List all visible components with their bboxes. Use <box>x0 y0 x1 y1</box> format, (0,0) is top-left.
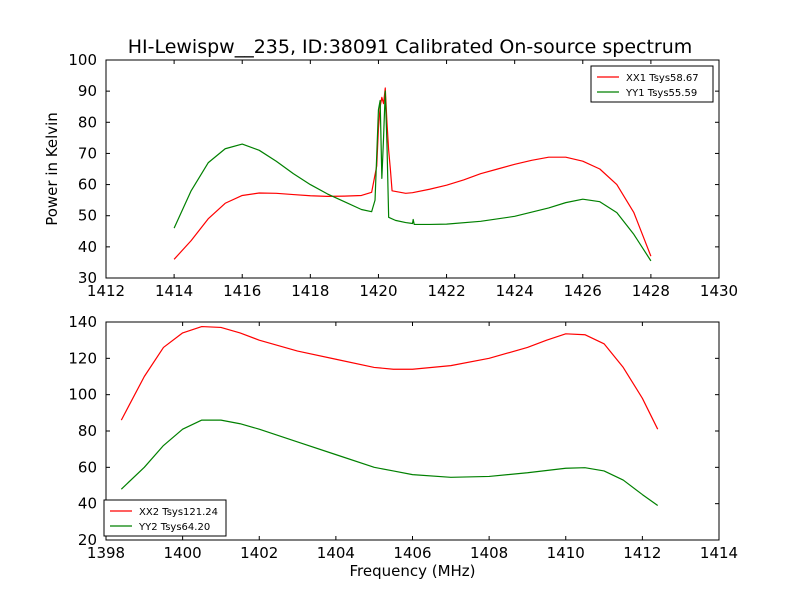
x-tick-label: 1408 <box>470 544 508 562</box>
series-line-yy2 <box>120 419 659 506</box>
y-tick-label: 140 <box>68 313 97 331</box>
x-tick-label: 1418 <box>291 282 329 300</box>
y-tick-label: 100 <box>68 386 97 404</box>
y-tick-label: 50 <box>78 207 97 225</box>
x-tick-label: 1422 <box>427 282 465 300</box>
y-tick-label: 20 <box>78 531 97 549</box>
legend-label: YY1 Tsys55.59 <box>625 88 697 99</box>
y-tick-label: 30 <box>78 269 97 287</box>
x-tick-label: 1398 <box>87 544 125 562</box>
y-tick-label: 40 <box>78 495 97 513</box>
legend-label: YY2 Tsys64.20 <box>138 522 210 533</box>
x-tick-label: 1400 <box>164 544 202 562</box>
legend: XX1 Tsys58.67 YY1 Tsys55.59 <box>590 65 714 103</box>
y-tick-label: 70 <box>78 144 97 162</box>
x-tick-label: 1404 <box>317 544 355 562</box>
x-tick-label: 1414 <box>700 544 738 562</box>
x-tick-label: 1414 <box>155 282 193 300</box>
legend: XX2 Tsys121.24 YY2 Tsys64.20 <box>103 499 227 537</box>
y-tick-label: 100 <box>68 51 97 69</box>
y-tick-label: 60 <box>78 176 97 194</box>
y-tick-label: 60 <box>78 458 97 476</box>
upper-spectrum-plot: 1412 1414 1416 1418 1420 1422 1424 1426 1428 1430… <box>43 51 738 300</box>
series-line-yy1 <box>173 90 652 262</box>
x-tick-label: 1406 <box>393 544 431 562</box>
legend-box <box>103 499 227 537</box>
y-axis-label: Power in Kelvin <box>43 112 61 226</box>
y-tick-label: 120 <box>68 349 97 367</box>
x-tick-label: 1424 <box>496 282 534 300</box>
x-tick-label: 1428 <box>632 282 670 300</box>
legend-label: XX2 Tsys121.24 <box>139 507 218 518</box>
x-tick-label: 1416 <box>223 282 261 300</box>
x-tick-label: 1412 <box>623 544 661 562</box>
series-line-xx2 <box>120 325 659 430</box>
y-tick-label: 90 <box>78 82 97 100</box>
series-line-xx1 <box>173 87 652 260</box>
x-tick-label: 1426 <box>564 282 602 300</box>
y-tick-label: 80 <box>78 113 97 131</box>
x-tick-label: 1402 <box>240 544 278 562</box>
legend-label: XX1 Tsys58.67 <box>626 73 699 84</box>
lower-spectrum-plot: 1398 1400 1402 1404 1406 1408 1410 1412 1414 20 40… <box>68 313 738 580</box>
figure-title: HI-Lewispw__235, ID:38091 Calibrated On-… <box>128 36 693 58</box>
y-tick-label: 80 <box>78 422 97 440</box>
x-tick-label: 1412 <box>87 282 125 300</box>
x-axis-label: Frequency (MHz) <box>349 562 475 580</box>
x-tick-label: 1430 <box>700 282 738 300</box>
y-tick-label: 40 <box>78 238 97 256</box>
x-tick-label: 1420 <box>359 282 397 300</box>
x-tick-label: 1410 <box>547 544 585 562</box>
legend-box <box>590 65 714 103</box>
